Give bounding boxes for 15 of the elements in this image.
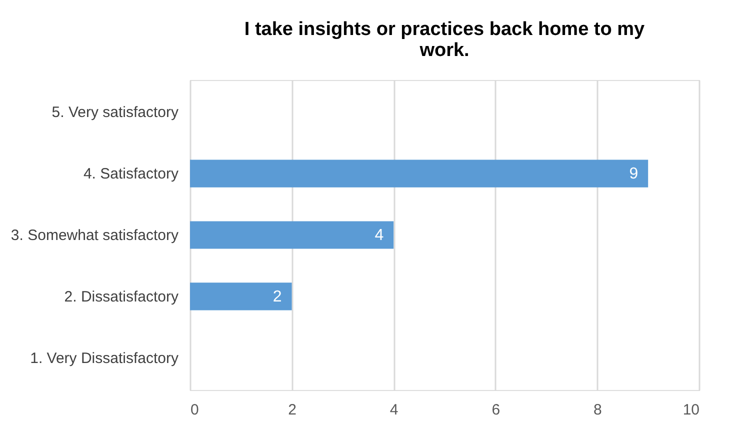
x-tick-label: 10 [682, 402, 700, 418]
x-tick-label: 6 [492, 402, 500, 418]
x-tick-label: 8 [594, 402, 602, 418]
data-label: 2 [272, 288, 282, 306]
y-tick-label: 4. Satisfactory [83, 166, 179, 183]
y-tick-label: 2. Dissatisfactory [64, 288, 179, 306]
y-tick-label: 1. Very Dissatisfactory [30, 350, 179, 367]
data-label: 9 [629, 166, 638, 183]
data-label: 4 [374, 227, 384, 244]
x-tick-label: 2 [288, 402, 296, 418]
y-tick-label: 3. Somewhat satisfactory [10, 227, 179, 244]
chart-title: I take insights or practices back home to my work. [244, 19, 646, 61]
y-tick-label: 5. Very satisfactory [52, 104, 179, 122]
x-tick-label: 0 [190, 402, 199, 418]
x-tick-label: 4 [390, 402, 398, 418]
